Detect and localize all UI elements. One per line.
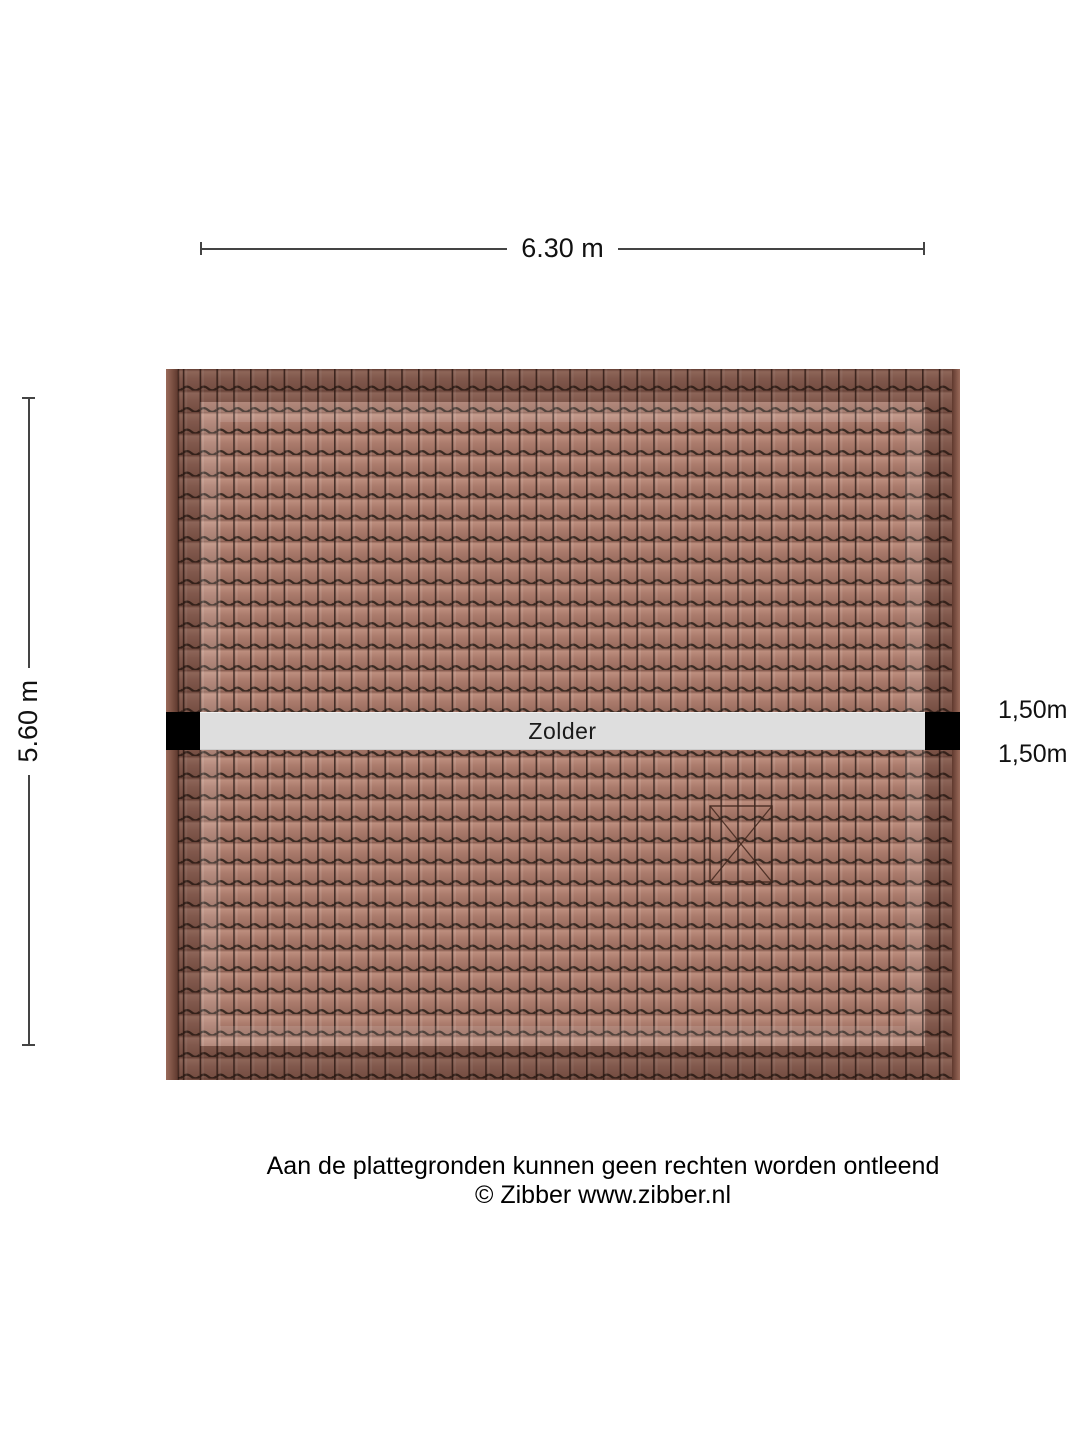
roof-window-marker — [709, 805, 773, 883]
dimension-height: 5.60 m — [13, 397, 43, 1047]
dimension-tick-left — [200, 242, 202, 255]
dimension-line-segment — [27, 399, 30, 669]
dimension-line-segment — [617, 247, 924, 250]
disclaimer-text: Aan de plattegronden kunnen geen rechten… — [266, 1152, 940, 1180]
room-label: Zolder — [528, 717, 597, 744]
credit-text: © Zibber www.zibber.nl — [474, 1181, 732, 1209]
dimension-line-segment — [27, 774, 30, 1045]
disclaimer: Aan de plattegronden kunnen geen rechten… — [203, 1152, 1003, 1210]
dimension-line-segment — [202, 247, 508, 250]
dimension-width-label: 6.30 m — [521, 233, 604, 263]
dimension-tick-right — [923, 242, 926, 255]
dimension-width: 6.30 m — [200, 233, 926, 263]
wall-block-right — [925, 712, 960, 750]
zolder-floor-strip: Zolder — [200, 712, 925, 750]
dimension-tick-top — [22, 397, 35, 399]
zolder-band: Zolder — [166, 712, 960, 750]
dimension-tick-bottom — [22, 1044, 35, 1047]
attic-roof-plan: Zolder — [166, 369, 960, 1080]
knee-wall-height-lower: 1,50m — [998, 740, 1068, 768]
dimension-height-label: 5.60 m — [13, 680, 43, 763]
knee-wall-height-upper: 1,50m — [998, 696, 1068, 724]
wall-block-left — [166, 712, 200, 750]
